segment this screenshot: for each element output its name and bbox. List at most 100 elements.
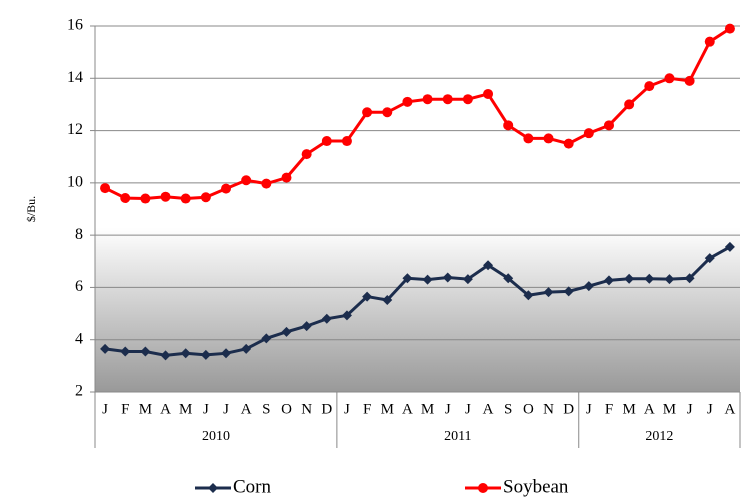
data-point (704, 36, 715, 47)
y-tick-label: 4 (75, 330, 83, 347)
data-point (462, 274, 473, 285)
data-point (644, 81, 655, 92)
data-point (442, 94, 453, 105)
data-point (100, 183, 111, 194)
data-point (422, 274, 433, 285)
data-point (563, 138, 574, 149)
data-point (120, 193, 131, 204)
data-point (221, 183, 232, 194)
data-point (442, 272, 453, 283)
plot-area (95, 26, 740, 392)
data-point (341, 136, 352, 147)
data-point (200, 349, 211, 360)
data-point (603, 120, 614, 131)
data-point (281, 326, 292, 337)
data-point (140, 193, 151, 204)
x-tick-label: M (179, 401, 192, 417)
data-point (462, 94, 473, 105)
data-point (362, 291, 373, 302)
data-point (100, 343, 111, 354)
x-tick-label: D (321, 401, 332, 417)
y-axis-label: $/Bu. (24, 196, 38, 222)
y-tick-label: 2 (75, 383, 83, 400)
data-point (362, 107, 373, 118)
data-point (261, 333, 272, 344)
data-point (664, 274, 675, 285)
data-point (724, 241, 735, 252)
x-tick-label: S (504, 401, 512, 417)
y-tick-label: 16 (67, 17, 83, 34)
x-tick-label: F (121, 401, 129, 417)
x-tick-label: A (241, 401, 252, 417)
data-point (704, 253, 715, 264)
x-tick-label: S (262, 401, 270, 417)
x-tick-label: J (445, 401, 451, 417)
data-point (402, 273, 413, 284)
data-point (624, 273, 635, 284)
data-point (402, 96, 413, 107)
x-group-label: 2012 (645, 429, 673, 444)
x-group-label: 2010 (202, 429, 230, 444)
x-tick-label: A (725, 401, 736, 417)
x-tick-label: J (344, 401, 350, 417)
x-tick-label: A (402, 401, 413, 417)
data-point (543, 133, 554, 144)
x-tick-label: J (465, 401, 471, 417)
data-point (624, 99, 635, 110)
data-point (644, 273, 655, 284)
x-tick-label: A (160, 401, 171, 417)
data-point (523, 133, 534, 144)
y-tick-label: 8 (75, 226, 83, 243)
data-point (120, 346, 131, 357)
y-tick-label: 6 (75, 278, 83, 295)
data-point (140, 346, 151, 357)
data-point (301, 149, 312, 160)
x-tick-label: J (586, 401, 592, 417)
x-group-label: 2011 (444, 429, 471, 444)
x-tick-label: J (223, 401, 229, 417)
data-point (221, 348, 232, 359)
x-tick-label: J (707, 401, 713, 417)
data-point (483, 88, 494, 99)
legend-marker (478, 483, 488, 493)
x-tick-label: O (281, 401, 292, 417)
x-tick-label: M (381, 401, 394, 417)
data-point (321, 313, 332, 324)
x-tick-label: M (663, 401, 676, 417)
data-point (160, 350, 171, 361)
x-tick-label: N (543, 401, 554, 417)
data-point (382, 107, 393, 118)
x-tick-label: M (139, 401, 152, 417)
y-tick-label: 14 (67, 69, 83, 86)
data-point (684, 273, 695, 284)
data-point (724, 23, 735, 34)
data-point (523, 290, 534, 301)
x-tick-label: A (483, 401, 494, 417)
data-point (583, 128, 594, 139)
data-point (603, 275, 614, 286)
data-point (341, 310, 352, 321)
legend-label: Corn (233, 476, 272, 497)
data-point (583, 281, 594, 292)
data-point (261, 178, 272, 189)
data-point (422, 94, 433, 105)
data-point (664, 73, 675, 84)
data-point (503, 120, 514, 131)
data-point (180, 348, 191, 359)
x-tick-label: D (563, 401, 574, 417)
data-point (200, 192, 211, 203)
x-tick-label: M (421, 401, 434, 417)
data-point (180, 193, 191, 204)
x-tick-label: J (203, 401, 209, 417)
y-tick-label: 10 (67, 174, 83, 191)
data-point (241, 343, 252, 354)
data-point (241, 175, 252, 186)
legend-label: Soybean (503, 476, 569, 497)
data-point (382, 294, 393, 305)
x-tick-label: J (102, 401, 108, 417)
data-point (321, 136, 332, 147)
x-tick-label: N (301, 401, 312, 417)
data-point (684, 75, 695, 86)
data-point (543, 287, 554, 298)
data-point (503, 273, 514, 284)
